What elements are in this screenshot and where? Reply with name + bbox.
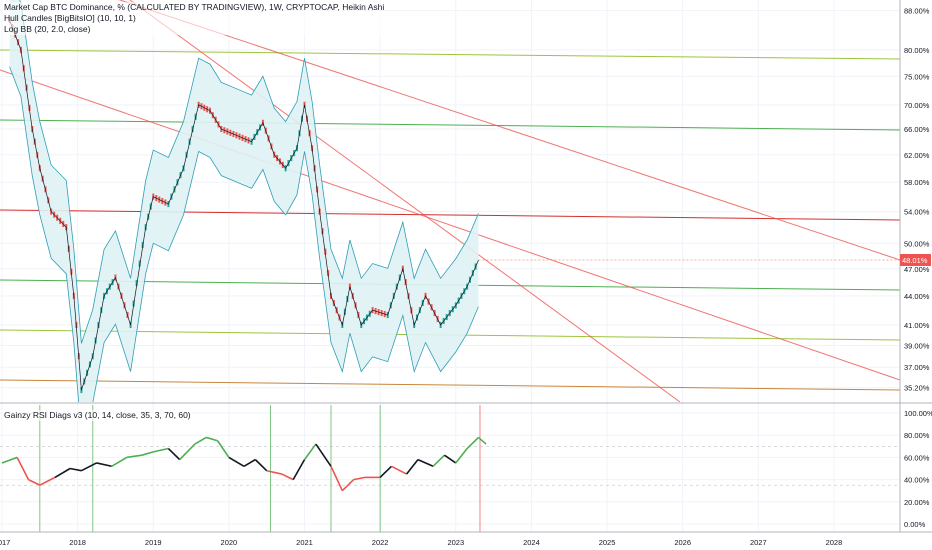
rsi-segment [194,436,207,445]
rsi-segment [111,456,128,467]
rsi-segment [1,456,18,464]
last-price-tag: 48.01% [478,254,931,267]
rsi-tick-label: 0.00% [904,520,926,529]
rsi-segment [391,465,407,475]
y-tick-label: 58.00% [904,178,930,187]
rsi-segment [39,476,56,486]
rsi-segment [96,462,112,468]
rsi-tick-label: 100.00% [904,409,932,418]
y-tick-label: 62.00% [904,151,930,160]
bollinger-fill [9,0,479,402]
x-tick-label: 2020 [221,538,238,547]
x-tick-label: 2026 [674,538,691,547]
x-tick-label: 2024 [523,538,540,547]
rsi-segment [405,459,419,475]
y-tick-label: 66.00% [904,125,930,134]
rsi-segment [126,454,143,459]
rsi-tick-label: 60.00% [904,453,930,462]
y-tick-label: 47.00% [904,265,930,274]
main-legend: Market Cap BTC Dominance, % (CALCULATED … [4,2,385,35]
x-tick-label: 2018 [69,538,86,547]
rsi-segment [281,473,294,481]
falling-trend-line [129,0,681,402]
diagonal-trend-line [0,379,900,391]
y-tick-label: 37.00% [904,363,930,372]
legend-log-bb[interactable]: Log BB (20, 2.0, close) [4,24,91,34]
x-tick-label: 2027 [750,538,767,547]
rsi-segment [167,447,181,461]
y-tick-label: 39.00% [904,342,930,351]
rsi-segment [141,451,154,456]
price-line [9,19,479,391]
rsi-tick-label: 20.00% [904,498,930,507]
y-tick-label: 41.00% [904,321,930,330]
rsi-segment [69,467,82,472]
rsi-panel [0,405,900,532]
y-tick-label: 54.00% [904,208,930,217]
rsi-tick-label: 40.00% [904,476,930,485]
rsi-legend: Gainzy RSI Diags v3 (10, 14, close, 35, … [4,410,191,421]
rsi-segment [315,443,332,467]
rsi-segment [54,467,71,479]
rsi-segment [179,443,196,461]
x-tick-label: 2017 [0,538,10,547]
rsi-segment [266,469,283,475]
bollinger-lower [9,66,479,402]
diagonal-trend-line [0,119,900,131]
rsi-segment [205,436,218,442]
x-tick-label: 2023 [447,538,464,547]
rsi-segment [330,465,344,492]
rsi-segment [292,459,306,480]
falling-trend-line [0,69,900,381]
y-tick-label: 80.00% [904,46,930,55]
rsi-segment [379,465,393,478]
y-tick-label: 50.00% [904,239,930,248]
falling-trend-line [118,0,900,261]
rsi-segment [216,440,230,458]
bollinger-upper [19,0,479,344]
rsi-tick-label: 80.00% [904,431,930,440]
x-tick-label: 2022 [372,538,389,547]
rsi-segment [28,478,41,486]
rsi-segment [81,462,97,472]
legend-rsi[interactable]: Gainzy RSI Diags v3 (10, 14, close, 35, … [4,410,191,420]
price-candle [135,279,138,287]
rsi-segment [341,479,355,492]
y-tick-label: 70.00% [904,101,930,110]
y-tick-label: 35.20% [904,384,930,393]
rsi-segment [417,458,434,468]
rsi-segment [228,456,245,467]
rsi-segment [353,476,366,481]
rsi-segment [16,457,30,480]
rsi-segment [243,458,256,467]
y-tick-label: 88.00% [904,7,930,16]
rsi-segment [254,459,268,472]
last-price-tag-text: 48.01% [902,256,928,265]
legend-hull-candles[interactable]: Hull Candles [BigBitsIO] (10, 10, 1) [4,13,136,23]
rsi-segment [466,436,480,450]
x-tick-label: 2028 [826,538,843,547]
rsi-segment [432,454,445,467]
rsi-segment [455,448,468,464]
price-candle [138,260,141,267]
rsi-segment [303,443,317,461]
x-tick-label: 2025 [599,538,616,547]
rsi-segment [153,447,169,453]
rsi-segment [443,454,457,464]
y-tick-label: 44.00% [904,292,930,301]
last-price-tag-box [900,254,931,267]
rsi-segment [477,436,487,445]
legend-symbol[interactable]: Market Cap BTC Dominance, % (CALCULATED … [4,2,385,12]
diagonal-trend-line [0,49,900,60]
bollinger-band [9,0,479,402]
x-tick-label: 2019 [145,538,162,547]
x-tick-label: 2021 [296,538,313,547]
y-tick-label: 75.00% [904,72,930,81]
